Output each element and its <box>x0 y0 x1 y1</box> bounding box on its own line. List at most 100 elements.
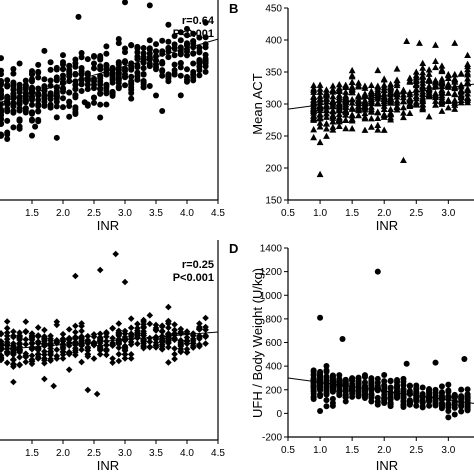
data-point <box>146 2 153 9</box>
data-point <box>381 382 388 389</box>
data-point <box>53 134 60 141</box>
data-point <box>444 97 452 104</box>
data-point <box>78 88 85 95</box>
data-point <box>184 25 190 32</box>
data-point <box>159 37 166 44</box>
data-point <box>339 335 346 342</box>
data-point <box>310 133 318 141</box>
data-point <box>10 356 17 364</box>
data-point <box>53 88 60 95</box>
data-point <box>53 336 61 344</box>
data-point <box>165 324 172 331</box>
data-point <box>406 400 413 407</box>
data-point <box>16 339 23 347</box>
y-tick-label: 150 <box>265 196 282 207</box>
data-point <box>165 44 172 51</box>
data-point <box>432 76 439 84</box>
data-point <box>134 327 141 334</box>
data-point <box>41 47 48 54</box>
data-point <box>103 101 110 108</box>
data-point <box>348 99 356 106</box>
data-point <box>59 355 67 362</box>
data-point <box>3 329 11 336</box>
data-point <box>0 120 4 127</box>
data-point <box>425 70 433 77</box>
y-tick-label: 450 <box>265 4 282 15</box>
data-point <box>60 104 66 111</box>
data-point <box>310 394 317 401</box>
data-point <box>202 51 209 58</box>
x-axis-title: INR <box>97 218 119 233</box>
data-point <box>28 340 36 348</box>
data-point <box>367 105 375 113</box>
data-point <box>316 85 324 92</box>
data-point <box>432 400 439 407</box>
data-point <box>432 97 439 104</box>
data-point <box>128 95 135 102</box>
data-point <box>342 385 349 392</box>
data-point <box>316 92 324 99</box>
data-point <box>374 90 382 97</box>
data-point <box>152 339 160 346</box>
data-point <box>368 393 375 400</box>
data-point <box>97 75 104 82</box>
data-point <box>91 99 97 106</box>
data-point <box>387 105 395 113</box>
data-point <box>438 67 446 75</box>
data-point <box>451 71 459 78</box>
data-point <box>66 89 73 96</box>
regression-line <box>0 331 218 351</box>
panel-d: 0.5 1.0 1.5 2.0 2.5 3.0 -200 0 200 400 600 800 1000 1… <box>229 241 474 473</box>
data-point <box>348 78 356 85</box>
y-tick-label: 600 <box>265 338 282 349</box>
data-point <box>444 80 452 87</box>
data-point <box>426 402 433 409</box>
data-point <box>109 92 116 99</box>
data-point <box>72 109 79 116</box>
data-point <box>177 44 184 51</box>
data-point <box>34 324 42 331</box>
data-point <box>115 61 122 68</box>
data-point <box>72 272 79 280</box>
data-point <box>329 111 337 119</box>
y-tick-label: 200 <box>265 385 282 396</box>
data-point <box>84 332 92 340</box>
data-point <box>158 322 166 330</box>
data-point <box>84 86 91 93</box>
panel-b: 0.5 1.0 1.5 2.0 2.5 3.0 150 200 250 300 350 400 450 I… <box>229 1 474 233</box>
data-point <box>438 88 446 95</box>
data-point <box>310 98 318 105</box>
data-point <box>464 404 471 411</box>
data-point <box>336 390 343 397</box>
data-point <box>368 375 375 382</box>
data-point <box>134 320 141 328</box>
data-point <box>323 120 330 127</box>
data-point <box>387 110 395 117</box>
x-tick-label: 1.5 <box>345 208 359 219</box>
data-point <box>335 122 343 129</box>
data-point <box>65 326 73 333</box>
data-point <box>35 85 42 92</box>
data-point <box>159 107 166 114</box>
y-tick-label: -200 <box>262 433 282 444</box>
data-point <box>202 314 209 322</box>
data-point <box>419 59 427 67</box>
data-point <box>374 108 382 115</box>
data-point <box>115 350 123 358</box>
data-point <box>0 86 4 93</box>
data-point <box>165 38 172 45</box>
data-point <box>16 84 23 91</box>
data-point <box>16 343 23 351</box>
data-point <box>349 388 356 395</box>
p-value: P<0.001 <box>173 272 214 284</box>
x-tick-label: 0.5 <box>281 445 295 456</box>
data-point <box>202 19 209 26</box>
data-point <box>412 71 420 79</box>
data-point <box>177 37 184 44</box>
data-point <box>387 394 394 401</box>
data-point <box>393 76 401 83</box>
x-tick-label: 1.0 <box>313 208 327 219</box>
data-point <box>419 97 427 104</box>
data-point <box>412 85 420 93</box>
